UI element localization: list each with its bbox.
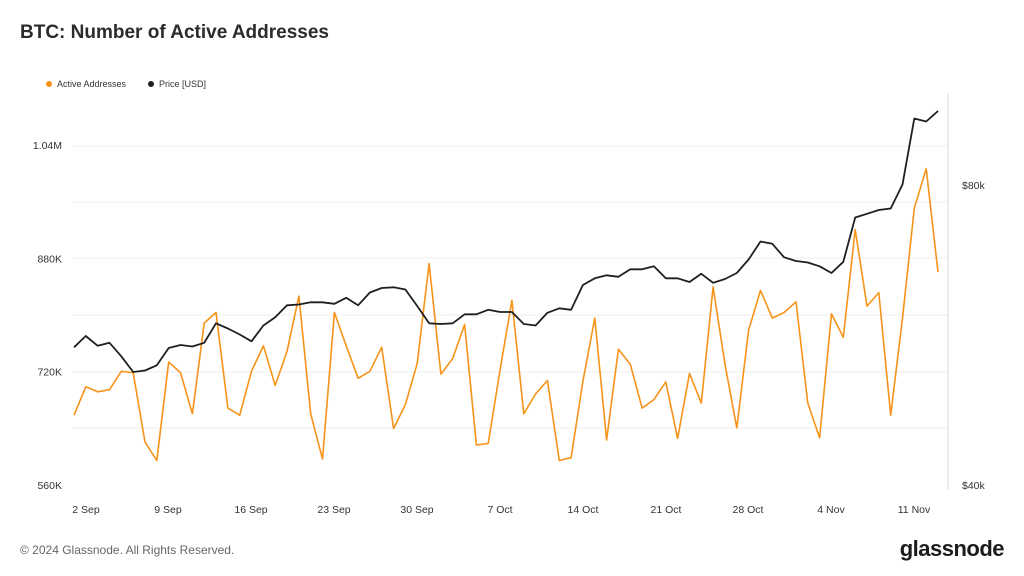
- x-tick-4: 30 Sep: [400, 504, 433, 516]
- x-tick-7: 21 Oct: [651, 504, 682, 516]
- copyright: © 2024 Glassnode. All Rights Reserved.: [20, 543, 235, 557]
- x-tick-9: 4 Nov: [817, 504, 845, 516]
- series-line-active-addresses: [73, 167, 939, 462]
- brand-logo: glassnode: [899, 536, 1005, 561]
- x-tick-1: 9 Sep: [154, 504, 182, 516]
- y-tick-left-2: 880K: [37, 253, 62, 265]
- legend-label-price: Price [USD]: [159, 79, 207, 89]
- y-tick-right-0: $40k: [962, 480, 986, 492]
- x-tick-10: 11 Nov: [898, 504, 931, 516]
- y-tick-left-3: 1.04M: [33, 140, 62, 152]
- y-axis-left: 560K 720K 880K 1.04M: [33, 140, 62, 492]
- x-tick-6: 14 Oct: [568, 504, 599, 516]
- y-tick-right-1: $80k: [962, 180, 986, 192]
- plot-area: [72, 93, 948, 490]
- legend-dot-active-addresses: [46, 81, 52, 87]
- x-tick-8: 28 Oct: [733, 504, 764, 516]
- x-tick-3: 23 Sep: [317, 504, 350, 516]
- y-tick-left-0: 560K: [37, 480, 62, 492]
- legend-item-price[interactable]: Price [USD]: [148, 79, 206, 89]
- legend-dot-price: [148, 81, 155, 87]
- x-tick-0: 2 Sep: [72, 504, 100, 516]
- y-tick-left-1: 720K: [37, 367, 62, 379]
- chart-title: BTC: Number of Active Addresses: [20, 22, 329, 43]
- legend: Active Addresses Price [USD]: [46, 79, 206, 89]
- series-group: [73, 110, 939, 462]
- legend-item-active-addresses[interactable]: Active Addresses: [46, 79, 126, 89]
- y-axis-right: $40k $80k: [962, 180, 986, 492]
- legend-label-active-addresses: Active Addresses: [57, 79, 127, 89]
- x-axis: 2 Sep 9 Sep 16 Sep 23 Sep 30 Sep 7 Oct 14 Oct 2…: [72, 504, 931, 516]
- series-line-price-usd: [73, 110, 939, 373]
- x-tick-2: 16 Sep: [234, 504, 267, 516]
- x-tick-5: 7 Oct: [487, 504, 512, 516]
